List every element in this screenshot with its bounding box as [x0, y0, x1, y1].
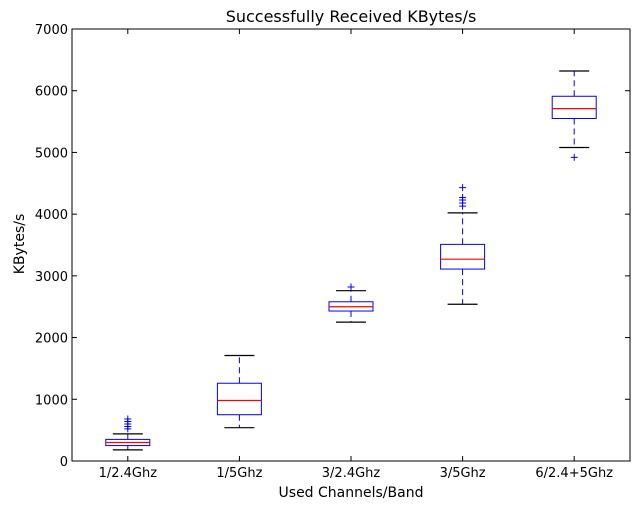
x-axis: 1/2.4Ghz 1/5Ghz 3/2.4Ghz 3/5Ghz 6/2.4+5Ghz: [99, 29, 613, 481]
y-tick-label: 6000: [35, 85, 68, 100]
y-tick-label: 3000: [35, 270, 68, 285]
y-tick-label: 1000: [35, 393, 68, 408]
box-group: [105, 415, 151, 451]
x-tick-label: 1/5Ghz: [216, 466, 262, 481]
iqr-box: [551, 95, 597, 119]
y-tick-label: 4000: [35, 208, 68, 223]
iqr-box: [440, 243, 486, 270]
y-tick-label: 5000: [35, 146, 68, 161]
box-series: [105, 70, 597, 451]
x-tick-label: 3/5Ghz: [440, 466, 486, 481]
iqr-box: [216, 382, 262, 416]
outlier-point: [124, 415, 132, 423]
box-group: [551, 70, 597, 161]
y-tick-label: 7000: [35, 23, 68, 38]
outlier-point: [459, 184, 467, 192]
y-tick-label: 2000: [35, 332, 68, 347]
plot-frame: [71, 28, 631, 462]
y-axis-label: KBytes/s: [12, 214, 28, 274]
x-tick-label: 1/2.4Ghz: [99, 466, 158, 481]
chart-title: Successfully Received KBytes/s: [226, 7, 477, 26]
outlier-point: [459, 193, 467, 201]
outlier-point: [347, 283, 355, 291]
y-tick-label: 0: [60, 455, 68, 470]
x-tick-label: 3/2.4Ghz: [322, 466, 381, 481]
x-tick-label: 6/2.4+5Ghz: [535, 466, 613, 481]
box-group: [328, 283, 374, 323]
box-group: [440, 184, 486, 305]
y-axis: 0 1000 2000 3000 4000 5000 6000 7000: [35, 23, 630, 470]
box-group: [216, 354, 262, 429]
outlier-point: [570, 153, 578, 161]
x-axis-label: Used Channels/Band: [279, 485, 424, 501]
